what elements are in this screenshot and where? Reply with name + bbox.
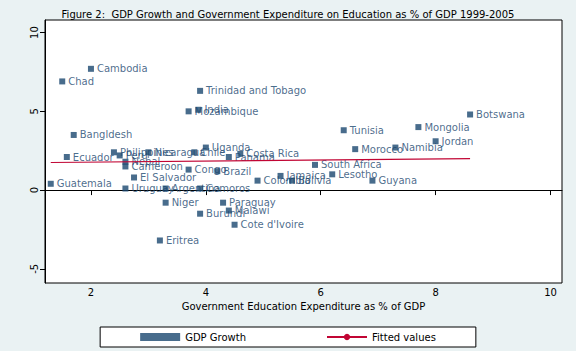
svg-text:Lesotho: Lesotho	[338, 169, 377, 180]
svg-text:Cambodia: Cambodia	[97, 63, 148, 74]
svg-text:Congo: Congo	[195, 164, 227, 175]
svg-text:Government Education Expenditu: Government Education Expenditure as % of…	[182, 301, 426, 312]
svg-text:El Salvador: El Salvador	[140, 172, 197, 183]
svg-text:Bolivia: Bolivia	[298, 175, 331, 186]
svg-text:Nicaragua: Nicaragua	[154, 146, 206, 158]
svg-text:Panama: Panama	[234, 151, 275, 163]
svg-text:Trinidad and Tobago: Trinidad and Tobago	[205, 85, 306, 96]
svg-text:Morocco: Morocco	[361, 144, 403, 155]
svg-text:Chad: Chad	[68, 76, 94, 87]
svg-text:Cote d'Ivoire: Cote d'Ivoire	[241, 219, 304, 230]
svg-text:Burundi: Burundi	[206, 208, 245, 219]
svg-text:Namibia: Namibia	[401, 142, 442, 153]
svg-text:8: 8	[432, 287, 438, 298]
svg-text:Brazil: Brazil	[223, 166, 251, 177]
svg-text:10: 10	[544, 287, 557, 298]
svg-text:Colombia: Colombia	[263, 175, 311, 187]
svg-text:Mozambique: Mozambique	[195, 106, 259, 117]
svg-text:Mongolia: Mongolia	[424, 122, 469, 133]
svg-text:Uganda: Uganda	[211, 142, 251, 154]
svg-text:10: 10	[29, 26, 40, 39]
svg-text:Uruguay: Uruguay	[131, 183, 174, 194]
svg-text:South Africa: South Africa	[321, 159, 382, 171]
svg-text:4: 4	[203, 287, 209, 298]
svg-text:Guatemala: Guatemala	[57, 178, 112, 189]
svg-text:Argentina: Argentina	[171, 183, 221, 194]
svg-text:Chile: Chile	[200, 146, 226, 158]
svg-text:Figure 2: GDP Growth and Gove: Figure 2: GDP Growth and Government Expe…	[62, 9, 515, 20]
svg-text:Eritrea: Eritrea	[166, 235, 199, 246]
svg-text:Jordan: Jordan	[441, 136, 474, 147]
svg-text:Botswana: Botswana	[476, 109, 525, 120]
svg-text:6: 6	[318, 287, 324, 298]
svg-text:Fitted values: Fitted values	[372, 332, 436, 343]
svg-text:Ecuador: Ecuador	[73, 152, 115, 163]
svg-text:-5: -5	[29, 264, 40, 274]
svg-text:0: 0	[29, 187, 40, 193]
svg-text:Malawi: Malawi	[234, 205, 270, 217]
svg-text:Comoros: Comoros	[206, 183, 250, 194]
svg-text:Paraguay: Paraguay	[229, 197, 276, 209]
svg-text:Niger: Niger	[172, 197, 200, 208]
svg-text:5: 5	[29, 108, 40, 114]
svg-text:Bangldesh: Bangldesh	[80, 129, 133, 140]
svg-text:Cameroon: Cameroon	[131, 161, 182, 172]
svg-text:Tunisia: Tunisia	[349, 125, 384, 136]
svg-text:Guyana: Guyana	[378, 175, 417, 186]
svg-text:2: 2	[88, 287, 94, 298]
svg-text:GDP Growth: GDP Growth	[185, 332, 246, 343]
